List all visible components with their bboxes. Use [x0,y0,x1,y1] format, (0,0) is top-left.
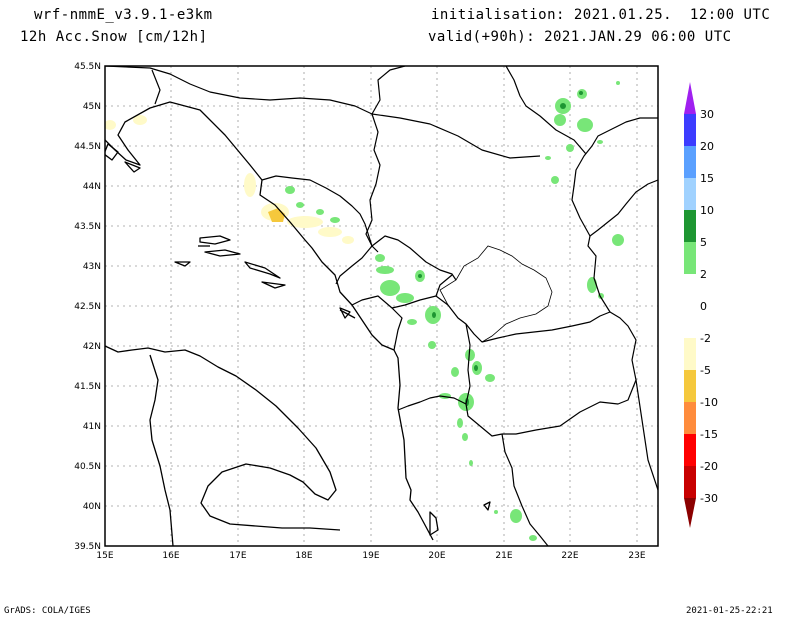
legend-label: 0 [700,300,707,313]
legend-box [684,370,696,402]
lon-label: 17E [229,551,246,561]
lon-label: 18E [295,551,312,561]
lon-label: 21E [495,551,512,561]
legend-box [684,306,696,338]
lat-label: 42N [83,342,101,352]
init-time: initialisation: 2021.01.25. 12:00 UTC [431,7,771,23]
legend-label: 15 [700,172,714,185]
legend-box [684,114,696,146]
legend-label: -5 [700,364,711,377]
kosovo-border [439,245,553,343]
lat-label: 44N [83,182,101,192]
legend-label: 20 [700,140,714,153]
lat-labels: 45.5N 45N 44.5N 44N 43.5N 43N 42.5N 42N … [74,62,101,552]
field-name: 12h Acc.Snow [cm/12h] [20,29,208,45]
map-frame [104,65,659,547]
lon-label: 23E [628,551,645,561]
lat-label: 41N [83,422,101,432]
legend-box [684,338,696,370]
legend-label: -10 [700,396,718,409]
valid-time: valid(+90h): 2021.JAN.29 06:00 UTC [428,29,732,45]
lat-label: 43N [83,262,101,272]
lat-label: 45.5N [74,62,101,72]
legend-label: 30 [700,108,714,121]
legend-label: -30 [700,492,718,505]
lat-label: 43.5N [74,222,101,232]
footer-timestamp: 2021-01-25-22:21 [686,606,773,616]
legend-label: 5 [700,236,707,249]
lon-label: 19E [362,551,379,561]
legend-label: 2 [700,268,707,281]
lat-label: 40N [83,502,101,512]
legend-box [684,242,696,274]
footer-credit: GrADS: COLA/IGES [4,606,91,616]
lon-label: 15E [96,551,113,561]
legend-box [684,466,696,498]
borders [105,66,658,546]
legend-label: -2 [700,332,711,345]
lat-label: 45N [83,102,101,112]
lat-label: 42.5N [74,302,101,312]
legend-top-arrow [684,82,696,114]
legend-label: -20 [700,460,718,473]
lon-label: 20E [428,551,445,561]
lat-label: 41.5N [74,382,101,392]
lat-label: 40.5N [74,462,101,472]
legend-label: 10 [700,204,714,217]
grid [105,66,658,546]
snow-negative-areas [105,115,354,244]
legend-box [684,402,696,434]
legend-bottom-arrow [684,498,696,528]
legend-box [684,274,696,306]
lat-label: 39.5N [74,542,101,552]
legend-box [684,178,696,210]
model-name: wrf-nmmE_v3.9.1-e3km [34,7,213,23]
legend-label: -15 [700,428,718,441]
snow-plus5-areas [418,91,583,406]
lon-label: 16E [162,551,179,561]
legend-box [684,146,696,178]
legend-box [684,210,696,242]
color-legend: 30 20 15 10 5 2 0 -2 -5 -10 -15 -20 -30 [684,82,718,528]
lat-label: 44.5N [74,142,101,152]
lon-labels: 15E 16E 17E 18E 19E 20E 21E 22E 23E [96,551,645,561]
snow-positive-areas [285,81,624,541]
coastlines [105,101,491,546]
legend-box [684,434,696,466]
lon-label: 22E [561,551,578,561]
